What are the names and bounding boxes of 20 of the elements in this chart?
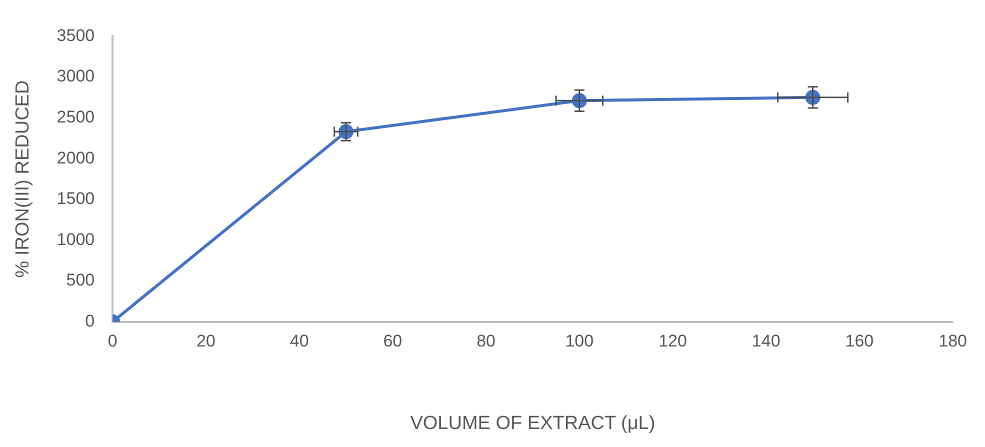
y-tick-label: 1500 [56,189,95,208]
y-tick-label: 3500 [56,26,95,45]
y-axis-title: % IRON(III) REDUCED [12,80,34,278]
x-tick-label: 100 [565,332,594,351]
x-tick-label: 180 [938,332,968,351]
y-tick-label: 0 [85,311,95,330]
x-tick-label: 20 [196,332,216,351]
x-tick-label: 80 [476,332,496,351]
x-axis-title: VOLUME OF EXTRACT (μL) [410,412,656,434]
x-tick-label: 160 [845,332,874,351]
x-tick-label: 120 [658,332,687,351]
y-tick-label: 3000 [56,66,95,86]
y-tick-label: 500 [66,270,95,290]
y-tick-label: 2500 [56,107,95,126]
x-tick-label: 140 [752,332,780,351]
y-tick-label: 1000 [56,230,95,249]
x-tick-label: 0 [108,332,118,351]
x-tick-label: 40 [290,332,309,351]
x-tick-label: 60 [383,332,402,351]
y-tick-label: 2000 [56,148,95,168]
